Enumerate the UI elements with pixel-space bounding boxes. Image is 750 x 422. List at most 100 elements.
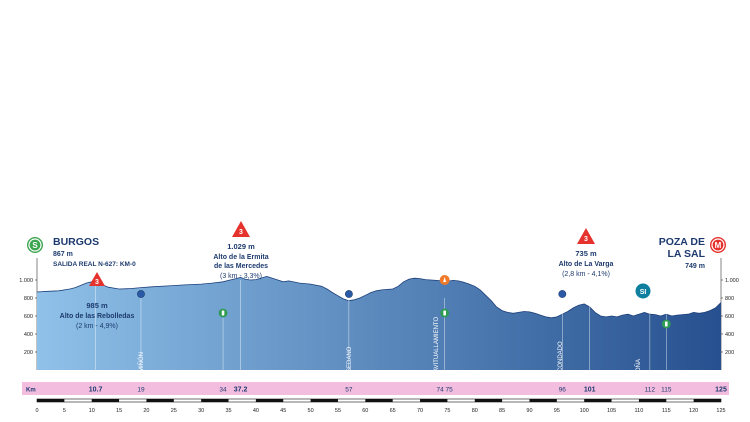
climb-detail: (2,8 km - 4,1%) <box>562 271 610 278</box>
scale-segment <box>201 399 229 402</box>
town-avituallamiento: AVITUALLAMIENTO <box>434 317 440 372</box>
y-tick-label: 600 <box>725 314 734 320</box>
x-tick-label: 110 <box>635 408 644 414</box>
x-tick-label: 10 <box>89 408 95 414</box>
km-marker-label: 115 <box>661 387 672 394</box>
climb-name-line1: Alto de la Ermita <box>213 254 268 261</box>
y-tick-label: 800 <box>725 296 734 302</box>
km-marker-label: 10.7 <box>89 387 103 394</box>
finish-icon-letter: M <box>715 241 722 250</box>
climb-detail: (2 km - 4,9%) <box>76 323 118 330</box>
sprint-label: SI <box>640 289 647 296</box>
scale-segment <box>693 399 721 402</box>
scale-segment <box>146 399 174 402</box>
scale-segment <box>91 399 120 402</box>
intermediate-sprint: SI <box>635 283 651 299</box>
finish-block: POZA DE LA SAL 749 m M <box>659 236 726 270</box>
town-point-icon <box>558 290 567 298</box>
climb-altitude: 985 m <box>86 301 108 310</box>
start-altitude: 867 m <box>53 251 73 258</box>
scale-segment <box>310 399 338 402</box>
scale-segment <box>529 399 557 402</box>
x-tick-label: 55 <box>335 408 341 414</box>
scale-segment <box>638 399 667 402</box>
profile-line <box>36 275 722 319</box>
x-tick-label: 115 <box>662 408 671 414</box>
climb-category-icon <box>232 221 250 237</box>
x-tick-label: 90 <box>526 408 532 414</box>
x-tick-label: 125 <box>716 408 725 414</box>
y-tick-label: 400 <box>24 332 33 338</box>
x-tick-label: 100 <box>580 408 589 414</box>
km-marker-label: 125 <box>715 387 727 394</box>
x-tick-label: 5 <box>63 408 66 414</box>
km-marker-label: 34 <box>219 387 227 394</box>
km-marker-label: 74 75 <box>437 387 454 394</box>
x-tick-label: 50 <box>308 408 314 414</box>
start-icon-letter: S <box>32 241 38 250</box>
x-tick-label: 0 <box>35 408 38 414</box>
y-axis-left: 200 400 600 800 1.000 <box>19 258 38 370</box>
x-tick-label: 40 <box>253 408 259 414</box>
y-tick-label: 600 <box>24 314 33 320</box>
km-marker-label: 112 <box>645 387 656 394</box>
climb-category: 3 <box>239 229 243 236</box>
bottle-glyph <box>443 310 446 316</box>
y-tick-label: 1.000 <box>725 278 739 284</box>
start-note: SALIDA REAL N-627: KM-0 <box>53 261 136 268</box>
start-icon-ring <box>28 238 42 252</box>
town-point-icon <box>345 290 353 298</box>
scale-segment <box>365 399 393 402</box>
finish-altitude: 749 m <box>685 263 705 270</box>
km-marker-labels: 10.7 19 34 37.2 57 74 75 96 101 112 115 125 <box>89 387 727 394</box>
finish-icon-ring <box>711 238 725 252</box>
climb-name: Alto de las Rebolledas <box>60 313 135 320</box>
y-tick-label: 200 <box>725 350 734 356</box>
town-minon: MIÑÓN <box>138 352 145 372</box>
y-axis-right: 200 400 600 800 1.000 <box>720 258 739 370</box>
climb-category: 3 <box>584 236 588 243</box>
km-axis-label: Km <box>26 388 36 394</box>
climb-la-varga: 3 735 m Alto de La Varga (2,8 km - 4,1%) <box>559 228 614 278</box>
climb-category-icon <box>89 272 105 286</box>
climb-name: Alto de La Varga <box>559 261 614 268</box>
y-tick-label: 400 <box>725 332 734 338</box>
climb-rebolledas: 3 985 m Alto de las Rebolledas (2 km - 4… <box>60 272 135 330</box>
sprint-icon <box>635 283 651 299</box>
x-tick-label: 65 <box>390 408 396 414</box>
x-tick-label: 25 <box>171 408 177 414</box>
scale-segment <box>255 399 284 402</box>
km-marker-label: 19 <box>137 387 145 394</box>
climb-category-icon <box>577 228 595 244</box>
km-marker-label: 57 <box>345 387 353 394</box>
start-town-name: BURGOS <box>53 236 99 248</box>
x-tick-label: 70 <box>417 408 423 414</box>
km-marker-label: 37.2 <box>234 387 248 394</box>
climb-altitude: 1.029 m <box>227 242 255 251</box>
distance-scale: 0 5 10 15 20 25 30 35 40 45 50 55 60 65 70 75 80 85 90 95 10… <box>35 398 726 414</box>
town-point-icon <box>137 290 145 298</box>
x-tick-label: 95 <box>554 408 560 414</box>
x-tick-label: 15 <box>116 408 122 414</box>
scale-segment <box>474 399 503 402</box>
food-glyph <box>443 277 447 282</box>
climb-altitude: 735 m <box>575 249 597 258</box>
climb-detail: (3 km - 3,3%) <box>220 273 262 280</box>
route-markers <box>95 275 671 370</box>
x-tick-label: 60 <box>362 408 368 414</box>
x-tick-label: 35 <box>225 408 231 414</box>
km-marker-label: 101 <box>584 387 596 394</box>
y-tick-label: 200 <box>24 350 33 356</box>
climb-category: 3 <box>95 279 99 286</box>
scale-segment <box>420 399 448 402</box>
x-tick-label: 45 <box>280 408 286 414</box>
x-tick-label: 30 <box>198 408 204 414</box>
scale-segment <box>584 399 612 402</box>
scale-segment <box>37 399 65 402</box>
x-tick-label: 20 <box>143 408 149 414</box>
town-condado: CONDADO <box>558 341 564 372</box>
y-tick-label: 1.000 <box>19 278 33 284</box>
climb-ermita-mercedes: 3 1.029 m Alto de la Ermita de las Merce… <box>213 221 269 280</box>
bottle-glyph <box>664 321 668 327</box>
